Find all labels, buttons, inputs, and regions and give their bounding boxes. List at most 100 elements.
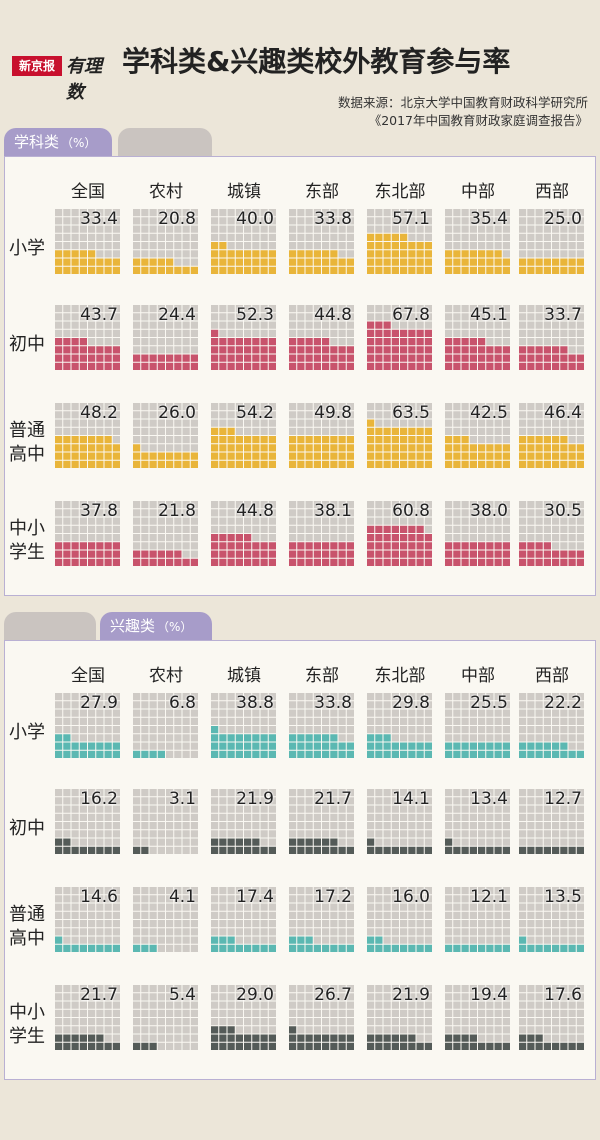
tab-academic-placeholder[interactable] (4, 612, 96, 642)
tab-interest[interactable]: 兴趣类 （%） (100, 612, 212, 642)
waffle-square-empty (424, 403, 432, 411)
waffle-square-filled (367, 452, 375, 460)
waffle-square-empty (79, 313, 87, 321)
waffle-square-filled (149, 354, 157, 362)
waffle-square-empty (416, 403, 424, 411)
waffle-square-empty (576, 895, 584, 903)
waffle-square-filled (519, 542, 527, 550)
waffle-square-empty (96, 305, 104, 313)
waffle-square-empty (235, 1026, 243, 1034)
waffle-square-filled (375, 321, 383, 329)
waffle-square-empty (519, 250, 527, 258)
waffle-square-empty (149, 233, 157, 241)
waffle-square-empty (346, 709, 354, 717)
waffle-square-empty (453, 895, 461, 903)
waffle-square-empty (174, 338, 182, 346)
waffle-square-empty (96, 903, 104, 911)
waffle-square-empty (157, 444, 165, 452)
waffle-square-empty (79, 911, 87, 919)
waffle-square-filled (157, 750, 165, 758)
waffle-square-empty (367, 717, 375, 725)
waffle-square-empty (400, 1009, 408, 1017)
waffle-square-empty (535, 321, 543, 329)
waffle-square-filled (297, 846, 305, 854)
waffle-square-empty (244, 427, 252, 435)
waffle-square-empty (322, 726, 330, 734)
waffle-square-empty (174, 1026, 182, 1034)
waffle-square-empty (535, 534, 543, 542)
tab-interest-placeholder[interactable] (118, 128, 212, 158)
waffle-square-filled (289, 936, 297, 944)
waffle-square-empty (190, 509, 198, 517)
waffle-square-empty (235, 928, 243, 936)
waffle-square-empty (55, 726, 63, 734)
waffle-square-filled (552, 346, 560, 354)
waffle-square-empty (227, 993, 235, 1001)
waffle-square-empty (461, 887, 469, 895)
waffle-square-empty (227, 1009, 235, 1017)
waffle-square-filled (543, 558, 551, 566)
waffle-square-empty (268, 903, 276, 911)
waffle-square-empty (338, 789, 346, 797)
data-label: 38.1 (314, 501, 352, 521)
waffle-square-empty (486, 534, 494, 542)
waffle-square-empty (71, 233, 79, 241)
waffle-square-empty (576, 813, 584, 821)
waffle-square-empty (219, 789, 227, 797)
waffle-square-empty (502, 233, 510, 241)
waffle-square-empty (322, 1026, 330, 1034)
waffle-square-filled (408, 460, 416, 468)
waffle-cell: 21.7 (55, 985, 121, 1065)
waffle-square-empty (252, 717, 260, 725)
waffle-square-filled (252, 742, 260, 750)
waffle-square-empty (408, 903, 416, 911)
waffle-square-empty (104, 321, 112, 329)
waffle-square-empty (96, 734, 104, 742)
waffle-square-filled (289, 266, 297, 274)
waffle-square-filled (391, 1042, 399, 1050)
waffle-square-filled (104, 460, 112, 468)
waffle-square-empty (486, 797, 494, 805)
waffle-square-empty (268, 1001, 276, 1009)
tab-academic[interactable]: 学科类 （%） (4, 128, 112, 158)
waffle-square-filled (219, 258, 227, 266)
waffle-square-empty (79, 920, 87, 928)
waffle-square-empty (322, 509, 330, 517)
waffle-square-empty (416, 717, 424, 725)
waffle-square-filled (502, 452, 510, 460)
waffle-square-filled (79, 362, 87, 370)
waffle-square-empty (338, 813, 346, 821)
waffle-square-filled (400, 1034, 408, 1042)
waffle-square-empty (305, 517, 313, 525)
waffle-cell: 17.6 (519, 985, 585, 1065)
waffle-square-empty (519, 1009, 527, 1017)
waffle-square-filled (79, 558, 87, 566)
waffle-square-empty (260, 813, 268, 821)
waffle-square-filled (55, 258, 63, 266)
waffle-square-filled (543, 944, 551, 952)
waffle-square-empty (112, 305, 120, 313)
waffle-square-empty (416, 509, 424, 517)
waffle-square-empty (157, 403, 165, 411)
waffle-square-empty (494, 242, 502, 250)
waffle-square-empty (174, 250, 182, 258)
waffle-square-empty (260, 305, 268, 313)
waffle-square-filled (104, 550, 112, 558)
waffle-square-empty (112, 509, 120, 517)
waffle-square-empty (502, 525, 510, 533)
waffle-square-empty (104, 993, 112, 1001)
waffle-square-empty (502, 993, 510, 1001)
waffle-square-empty (190, 822, 198, 830)
waffle-square-empty (260, 797, 268, 805)
waffle-square-empty (96, 717, 104, 725)
waffle-square-empty (112, 734, 120, 742)
waffle-square-empty (96, 419, 104, 427)
waffle-square-empty (149, 534, 157, 542)
waffle-square-filled (322, 742, 330, 750)
waffle-square-empty (535, 1009, 543, 1017)
waffle-square-filled (252, 460, 260, 468)
waffle-square-empty (227, 717, 235, 725)
waffle-grid (445, 403, 510, 468)
waffle-square-empty (383, 717, 391, 725)
waffle-square-empty (244, 209, 252, 217)
